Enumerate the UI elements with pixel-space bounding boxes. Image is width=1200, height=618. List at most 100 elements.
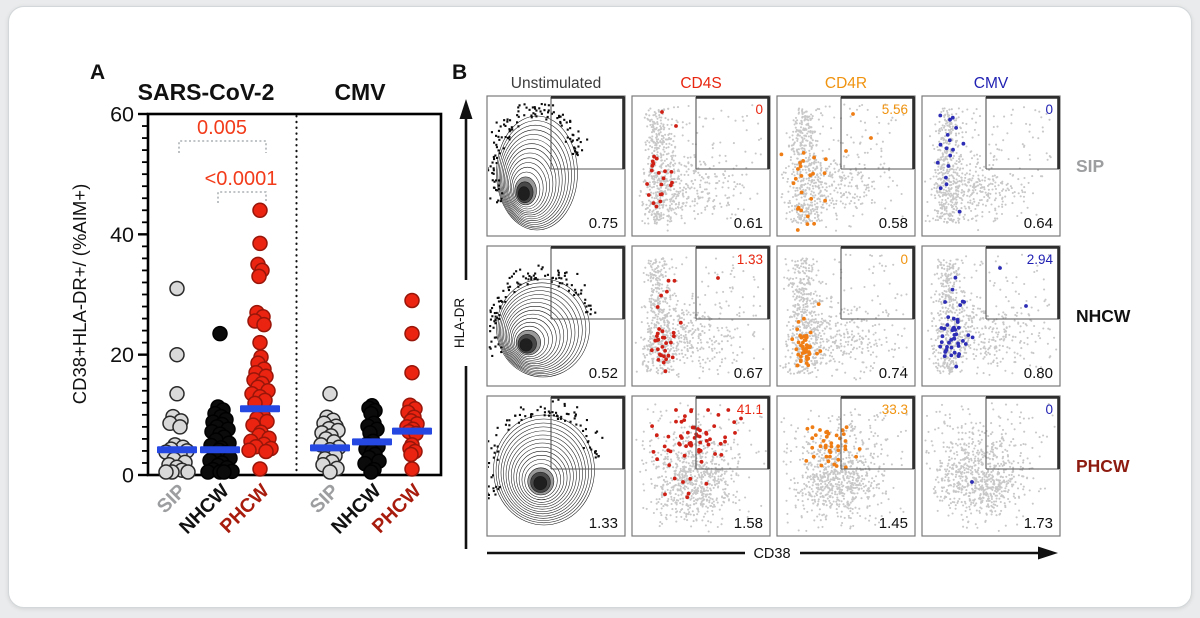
gate-rectangle — [695, 96, 770, 170]
flow-plot-nhcw-cd4s: 1.33 0.67 — [631, 245, 771, 387]
gate-rectangle — [985, 395, 1060, 470]
y-tick-label: 20 — [110, 343, 134, 367]
gray-dot-cloud — [780, 408, 908, 532]
antigen-specific-dots — [645, 110, 678, 209]
gate-frequency-value: 0 — [1045, 402, 1053, 417]
gate-rectangle — [840, 395, 915, 470]
median-bar-sip-sars — [157, 446, 197, 454]
median-bar-nhcw-sars — [200, 446, 240, 454]
gray-dot-cloud — [634, 254, 765, 380]
flow-plot-nhcw-cd4r: 00.74 — [776, 245, 916, 387]
panel-b-label: B — [452, 61, 467, 84]
row-label-nhcw: NHCW — [1076, 306, 1131, 326]
column-header-cd4r: CD4R — [825, 75, 867, 92]
flow-plot-phcw-cd4s: 41.1 1.58 — [631, 395, 771, 537]
antigen-specific-dots — [938, 266, 1028, 369]
panel-a: A SARS-CoV-2 CMV CD38+HLA-DR+/ (%AIM+) 0… — [69, 61, 443, 538]
quadrant-frequency-value: 0.75 — [589, 215, 618, 232]
gate-rectangle — [695, 395, 770, 470]
significance-bracket-sip-phcw — [178, 140, 267, 153]
gate-frequency-value: 0 — [755, 102, 763, 117]
median-bar-phcw-cmv — [392, 427, 432, 435]
contour-density-plot — [488, 103, 589, 231]
quadrant-frequency-value: 0.74 — [879, 365, 908, 382]
gate-frequency-value: 41.1 — [737, 402, 763, 417]
antigen-specific-dots — [804, 425, 862, 470]
antigen-specific-dots — [779, 112, 873, 232]
panel-a-y-ticks: 0 20 40 60 — [110, 103, 148, 488]
median-bar-phcw-sars — [240, 405, 280, 413]
panel-b-flow-grid: 0.7500.615.560.5800.640.521.330.6700.742… — [486, 95, 1061, 537]
panel-b: B Unstimulated CD4S CD4R CMV HLA-DR CD38… — [452, 61, 1131, 562]
antigen-specific-dots — [650, 408, 743, 500]
gate-frequency-value: 5.56 — [882, 102, 908, 117]
gate-rectangle — [550, 395, 625, 470]
column-header-cmv: CMV — [974, 75, 1009, 92]
gray-dot-cloud — [924, 402, 1056, 532]
gate-rectangle — [985, 245, 1060, 320]
hla-dr-axis-arrow — [459, 99, 473, 549]
flow-plot-sip-unstimulated: 0.75 — [486, 95, 626, 237]
scatter-points-phcw-sars — [241, 202, 279, 477]
quadrant-frequency-value: 0.80 — [1024, 365, 1053, 382]
contour-density-plot — [488, 398, 604, 526]
panel-a-title-sars-cov-2: SARS-CoV-2 — [138, 79, 275, 105]
panel-a-y-axis-label: CD38+HLA-DR+/ (%AIM+) — [69, 184, 90, 405]
gray-dot-cloud — [638, 104, 763, 232]
gray-dot-cloud — [924, 106, 1052, 232]
panel-b-x-axis-label: CD38 — [753, 546, 790, 562]
gate-rectangle — [695, 245, 770, 320]
gate-rectangle — [550, 245, 625, 320]
flow-plot-phcw-cd4r: 33.3 1.45 — [776, 395, 916, 537]
antigen-specific-dots — [650, 276, 720, 374]
panel-a-label: A — [90, 61, 105, 84]
gate-frequency-value: 33.3 — [882, 402, 908, 417]
quadrant-frequency-value: 0.67 — [734, 365, 763, 382]
quadrant-frequency-value: 0.64 — [1024, 215, 1053, 232]
quadrant-frequency-value: 1.33 — [589, 515, 618, 532]
column-header-cd4s: CD4S — [680, 75, 721, 92]
panel-a-title-cmv: CMV — [334, 79, 386, 105]
gray-dot-cloud — [780, 103, 905, 232]
significance-p-value-sip-phcw: 0.005 — [197, 117, 247, 139]
antigen-specific-dots — [935, 113, 966, 214]
y-tick-label: 40 — [110, 223, 134, 247]
quadrant-frequency-value: 0.61 — [734, 215, 763, 232]
flow-plot-nhcw-unstimulated: 0.52 — [486, 245, 626, 387]
column-header-unstimulated: Unstimulated — [511, 75, 601, 92]
scatter-points-phcw-cmv — [399, 292, 425, 477]
median-bar-nhcw-cmv — [352, 438, 392, 446]
quadrant-frequency-value: 1.73 — [1024, 515, 1053, 532]
significance-bracket-nhcw-phcw — [217, 191, 267, 203]
arrow-right-icon — [1038, 546, 1058, 560]
gate-rectangle — [840, 96, 915, 170]
gray-dot-cloud — [927, 253, 1058, 380]
flow-plot-phcw-cmv: 01.73 — [921, 395, 1061, 537]
flow-plot-sip-cmv: 00.64 — [921, 95, 1061, 237]
median-bar-sip-cmv — [310, 444, 350, 452]
scatter-points-sip-cmv — [313, 386, 347, 480]
y-tick-label: 60 — [110, 103, 134, 127]
quadrant-frequency-value: 1.45 — [879, 515, 908, 532]
antigen-specific-dots — [970, 480, 974, 484]
gate-frequency-value: 0 — [900, 252, 908, 267]
quadrant-frequency-value: 0.58 — [879, 215, 908, 232]
contour-density-plot — [488, 264, 597, 378]
gate-frequency-value: 0 — [1045, 102, 1053, 117]
row-label-phcw: PHCW — [1076, 456, 1130, 476]
gate-rectangle — [550, 96, 625, 170]
flow-plot-sip-cd4r: 5.56 0.58 — [776, 95, 916, 237]
gate-frequency-value: 1.33 — [737, 252, 763, 267]
arrow-up-icon — [459, 99, 473, 119]
gate-rectangle — [840, 245, 915, 320]
antigen-specific-dots — [790, 302, 823, 368]
quadrant-frequency-value: 1.58 — [734, 515, 763, 532]
cd38-axis-arrow — [487, 546, 1058, 560]
flow-plot-nhcw-cmv: 2.94 0.80 — [921, 245, 1061, 387]
panel-b-y-axis-label: HLA-DR — [452, 298, 467, 349]
gate-rectangle — [985, 96, 1060, 170]
quadrant-frequency-value: 0.52 — [589, 365, 618, 382]
